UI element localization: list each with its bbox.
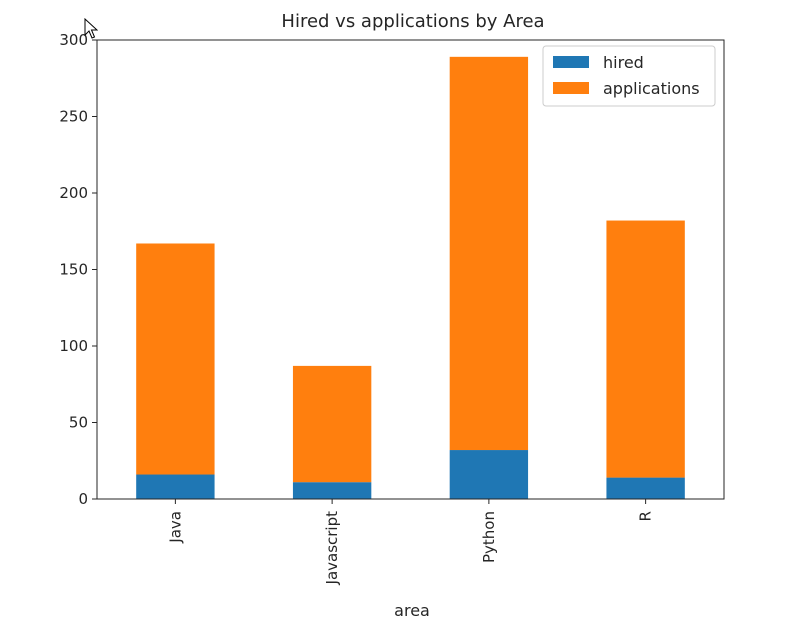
y-tick-label: 200 — [59, 184, 88, 202]
legend-label-hired: hired — [603, 53, 644, 72]
legend-swatch-hired — [553, 56, 589, 68]
y-axis: 0 50 100 150 200 250 300 — [59, 31, 97, 508]
x-tick-label-java: Java — [166, 511, 184, 544]
bar-applications-python — [449, 56, 529, 451]
bar-hired-java — [136, 474, 215, 499]
legend-label-applications: applications — [603, 79, 700, 98]
x-axis-label: area — [394, 601, 430, 620]
y-tick-label: 150 — [59, 261, 88, 279]
bar-hired-python — [449, 450, 529, 499]
x-tick-label-r: R — [637, 511, 655, 521]
bar-applications-javascript — [292, 365, 372, 483]
bar-applications-java — [136, 243, 215, 475]
legend-swatch-applications — [553, 82, 589, 94]
x-axis: Java Javascript Python R — [166, 499, 655, 586]
plot-frame — [96, 39, 725, 500]
y-tick-label: 300 — [59, 31, 88, 49]
x-tick-label-python: Python — [480, 511, 498, 563]
chart-title: Hired vs applications by Area — [281, 11, 544, 32]
y-tick-label: 250 — [59, 108, 88, 126]
y-tick-label: 50 — [69, 414, 88, 432]
x-tick-label-javascript: Javascript — [323, 511, 341, 586]
bar-hired-r — [606, 477, 685, 499]
legend: hired applications — [542, 45, 716, 107]
y-tick-label: 100 — [59, 337, 88, 355]
bar-hired-javascript — [292, 482, 372, 499]
mouse-pointer-icon — [84, 18, 98, 39]
y-tick-label: 0 — [78, 490, 88, 508]
bar-applications-r — [606, 220, 685, 478]
bars-group — [136, 56, 685, 499]
